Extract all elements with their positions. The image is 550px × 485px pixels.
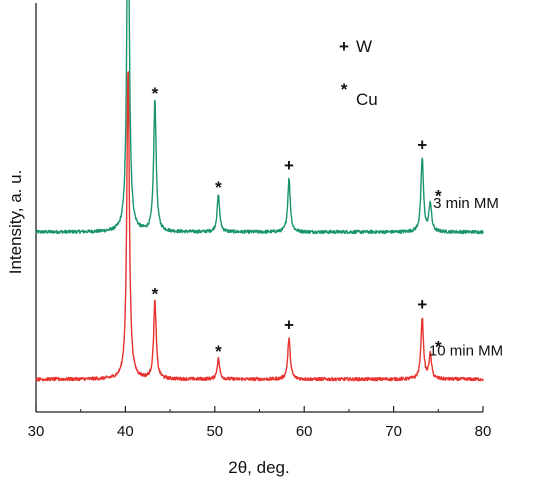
- series-line-1: [35, 0, 484, 235]
- x-tick-layer: 30 40 50 60 70 80: [28, 406, 492, 440]
- x-tick-label: 80: [475, 423, 492, 440]
- x-axis-title: 2θ, deg.: [228, 458, 289, 477]
- plot-frame: [35, 3, 483, 413]
- legend-w-symbol: +: [339, 37, 349, 56]
- y-axis-title: Intensity, a. u.: [6, 170, 25, 275]
- series-label-1: 3 min MM: [433, 195, 499, 212]
- w-peak-marker: +: [284, 315, 294, 334]
- x-tick-label: 60: [296, 423, 313, 440]
- peak-marker-layer: +**++***++*: [152, 84, 442, 361]
- legend-label-cu: Cu: [356, 90, 378, 109]
- x-tick-label: 40: [117, 423, 134, 440]
- cu-peak-marker: *: [152, 285, 159, 304]
- series-line-2: [35, 71, 484, 382]
- w-peak-marker: +: [284, 156, 294, 175]
- legend-label-w: W: [356, 37, 372, 56]
- x-tick-label: 30: [28, 423, 45, 440]
- series-layer: 3 min MM 10 min MM: [35, 0, 503, 382]
- x-tick-label: 50: [206, 423, 223, 440]
- cu-peak-marker: *: [435, 338, 442, 357]
- x-tick-label: 70: [385, 423, 402, 440]
- w-peak-marker: +: [417, 295, 427, 314]
- cu-peak-marker: *: [215, 342, 222, 361]
- series-label-2: 10 min MM: [429, 342, 503, 359]
- w-peak-marker: +: [417, 135, 427, 154]
- legend-cu-symbol: *: [341, 80, 348, 99]
- cu-peak-marker: *: [152, 84, 159, 103]
- cu-peak-marker: *: [435, 186, 442, 205]
- legend: + W * Cu: [339, 37, 378, 109]
- cu-peak-marker: *: [215, 178, 222, 197]
